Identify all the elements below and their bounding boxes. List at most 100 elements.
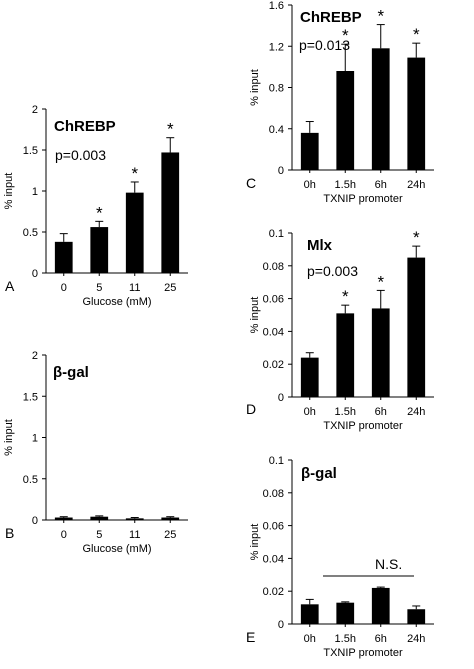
- panel-letter: C: [246, 175, 256, 191]
- x-tick-label: 11: [129, 282, 140, 294]
- y-tick-label: 0: [278, 619, 284, 631]
- y-axis-label: % input: [249, 69, 261, 106]
- y-axis-label: % input: [3, 173, 15, 210]
- panel-letter: B: [5, 525, 14, 541]
- significance-marker: *: [377, 7, 384, 26]
- y-tick-label: 2: [32, 350, 38, 362]
- y-tick-label: 0.08: [263, 261, 284, 273]
- bar: [54, 517, 73, 520]
- bar: [407, 609, 426, 624]
- y-tick-label: 0.4: [269, 124, 284, 136]
- bar: [371, 587, 390, 624]
- y-tick-label: 0.06: [263, 521, 284, 533]
- x-tick-label: 0h: [304, 179, 316, 191]
- y-tick-label: 0: [278, 392, 284, 404]
- panel-title: Mlx: [307, 237, 333, 254]
- panel-letter: E: [246, 629, 255, 645]
- y-tick-label: 0.02: [263, 586, 284, 598]
- panel-a: 0 0.5 1 1.5 2 0 5 * 11 * 25 * Glucose (mM) % input ChR…: [3, 104, 188, 308]
- panel-title: β-gal: [53, 364, 89, 381]
- y-tick-label: 0: [32, 515, 38, 527]
- bar: [161, 517, 180, 520]
- p-value-annotation: N.S.: [375, 556, 402, 572]
- bar: [371, 48, 390, 170]
- y-axis-label: % input: [249, 297, 261, 334]
- panel-e: 0 0.02 0.04 0.06 0.08 0.1 0h 1.5h 6h 24h TXNIP pro…: [246, 455, 434, 659]
- x-tick-label: 0h: [304, 633, 316, 645]
- bar: [90, 227, 109, 273]
- bar: [90, 516, 109, 520]
- y-tick-label: 1: [32, 433, 38, 445]
- significance-marker: *: [413, 228, 420, 247]
- y-tick-label: 0.1: [269, 228, 284, 240]
- x-tick-label: 0: [61, 282, 67, 294]
- x-tick-label: 0: [61, 529, 67, 541]
- x-tick-label: 24h: [407, 406, 425, 418]
- x-tick-label: 5: [96, 282, 102, 294]
- x-tick-label: 1.5h: [335, 179, 356, 191]
- x-tick-label: 24h: [407, 179, 425, 191]
- panel-letter: D: [246, 401, 256, 417]
- panel-c: 0 0.4 0.8 1.2 1.6 0h 1.5h * 6h * 24h * TXNIP promote…: [246, 0, 434, 205]
- y-axis-label: % input: [3, 419, 15, 456]
- y-tick-label: 1.5: [23, 391, 38, 403]
- y-tick-label: 0.8: [269, 83, 284, 95]
- p-value-annotation: p=0.013: [299, 37, 350, 53]
- significance-marker: *: [342, 26, 349, 45]
- p-value-annotation: p=0.003: [55, 147, 106, 163]
- y-axis-label: % input: [249, 524, 261, 561]
- significance-marker: *: [342, 287, 349, 306]
- y-tick-label: 0.1: [269, 455, 284, 467]
- p-value-annotation: p=0.003: [307, 263, 358, 279]
- significance-marker: *: [131, 164, 138, 183]
- x-tick-label: 0h: [304, 406, 316, 418]
- panel-title: β-gal: [301, 465, 337, 482]
- x-tick-label: 24h: [407, 633, 425, 645]
- x-tick-label: 1.5h: [335, 406, 356, 418]
- x-tick-label: 25: [164, 282, 176, 294]
- x-axis-label: TXNIP promoter: [323, 420, 403, 432]
- x-axis-label: TXNIP promoter: [323, 193, 403, 205]
- bar: [300, 604, 319, 624]
- panel-title: ChREBP: [54, 118, 116, 135]
- y-tick-label: 0.5: [23, 474, 38, 486]
- bar: [125, 518, 144, 520]
- x-axis-label: Glucose (mM): [82, 296, 151, 308]
- y-tick-label: 0.02: [263, 359, 284, 371]
- y-tick-label: 0.5: [23, 227, 38, 239]
- x-tick-label: 6h: [375, 179, 387, 191]
- y-tick-label: 2: [32, 104, 38, 116]
- bar: [336, 71, 355, 170]
- y-tick-label: 1.2: [269, 41, 284, 53]
- panel-d: 0 0.02 0.04 0.06 0.08 0.1 0h 1.5h * 6h * 24h * TXNIP …: [246, 228, 434, 432]
- bar: [407, 57, 426, 170]
- x-axis-label: TXNIP promoter: [323, 647, 403, 659]
- x-tick-label: 1.5h: [335, 633, 356, 645]
- bar: [407, 257, 426, 397]
- bar: [161, 152, 180, 273]
- panel-letter: A: [5, 278, 15, 294]
- bar: [125, 192, 144, 273]
- y-tick-label: 1: [32, 186, 38, 198]
- bar: [300, 357, 319, 397]
- significance-marker: *: [96, 203, 103, 222]
- y-tick-label: 0: [278, 165, 284, 177]
- bar: [54, 241, 73, 273]
- significance-marker: *: [413, 25, 420, 44]
- y-tick-label: 1.5: [23, 145, 38, 157]
- significance-marker: *: [167, 120, 174, 139]
- panel-b: 0 0.5 1 1.5 2 0 5 11 25 Glucose (mM) % input β-gal B: [3, 350, 188, 555]
- x-tick-label: 11: [129, 529, 140, 541]
- x-tick-label: 6h: [375, 406, 387, 418]
- y-tick-label: 0.08: [263, 488, 284, 500]
- x-tick-label: 6h: [375, 633, 387, 645]
- x-tick-label: 25: [164, 529, 176, 541]
- significance-marker: *: [377, 272, 384, 291]
- x-tick-label: 5: [96, 529, 102, 541]
- bar: [336, 602, 355, 624]
- bar: [300, 132, 319, 170]
- y-tick-label: 1.6: [269, 0, 284, 12]
- x-axis-label: Glucose (mM): [82, 543, 151, 555]
- y-tick-label: 0.04: [263, 553, 284, 565]
